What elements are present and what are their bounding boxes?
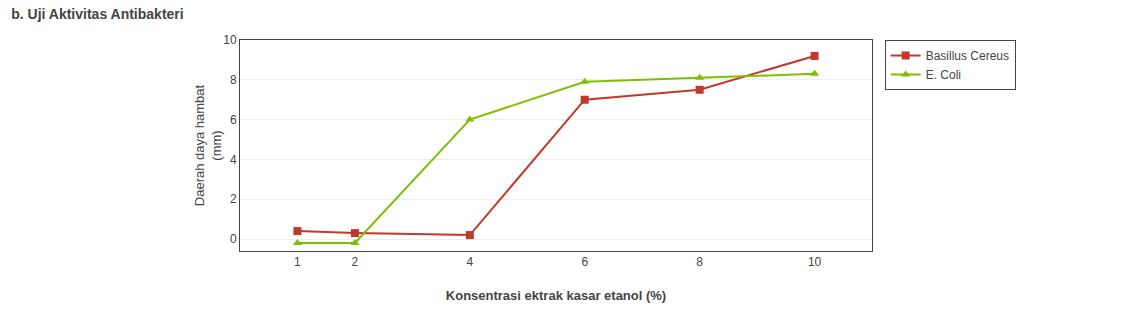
svg-text:6: 6 xyxy=(230,113,237,127)
svg-text:1: 1 xyxy=(294,255,301,269)
svg-text:8: 8 xyxy=(230,73,237,87)
svg-text:4: 4 xyxy=(230,153,237,167)
svg-text:10: 10 xyxy=(808,255,822,269)
svg-text:0: 0 xyxy=(230,232,237,246)
svg-text:b. Uji Aktivitas Antibakteri: b. Uji Aktivitas Antibakteri xyxy=(11,6,183,22)
svg-text:10: 10 xyxy=(223,33,237,47)
svg-text:2: 2 xyxy=(352,255,359,269)
svg-text:Daerah daya hambat(mm): Daerah daya hambat(mm) xyxy=(192,84,224,206)
svg-text:Basillus Cereus: Basillus Cereus xyxy=(926,49,1009,63)
svg-text:2: 2 xyxy=(230,192,237,206)
svg-text:4: 4 xyxy=(466,255,473,269)
svg-text:E. Coli: E. Coli xyxy=(926,68,961,82)
svg-text:Konsentrasi ektrak kasar etano: Konsentrasi ektrak kasar etanol (%) xyxy=(446,288,666,303)
svg-text:6: 6 xyxy=(581,255,588,269)
svg-text:8: 8 xyxy=(696,255,703,269)
